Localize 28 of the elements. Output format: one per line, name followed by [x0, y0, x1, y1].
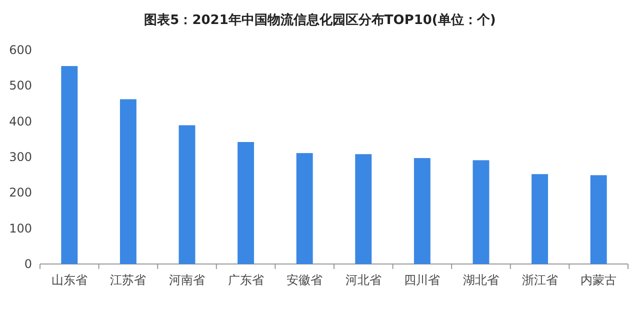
y-tick-label: 300 [9, 150, 32, 164]
x-tick-label: 四川省 [404, 273, 440, 287]
x-tick-label: 内蒙古 [580, 273, 617, 287]
bar [296, 153, 313, 264]
bar [178, 125, 196, 264]
bar [532, 174, 548, 264]
x-tick-label: 河北省 [345, 273, 382, 287]
x-tick-label: 湖北省 [463, 273, 499, 287]
y-tick-label: 500 [9, 78, 32, 93]
y-tick-label: 600 [9, 43, 32, 57]
bar [355, 154, 372, 264]
x-tick-label: 安徽省 [286, 273, 323, 287]
bar [590, 175, 607, 264]
x-tick-label: 河南省 [169, 273, 205, 287]
bar [414, 158, 430, 264]
x-tick-label: 广东省 [228, 273, 264, 287]
bar [120, 99, 136, 264]
y-tick-label: 200 [9, 186, 32, 200]
x-tick-label: 江苏省 [110, 273, 146, 287]
bar [472, 160, 490, 264]
y-tick-label: 100 [9, 221, 32, 236]
bar [61, 66, 78, 264]
x-tick-label: 山东省 [51, 273, 88, 287]
bar [238, 142, 254, 264]
y-tick-label: 0 [24, 257, 32, 271]
x-tick-label: 浙江省 [522, 273, 558, 287]
chart-title: 图表5：2021年中国物流信息化园区分布TOP10(单位：个) [144, 12, 496, 28]
y-tick-label: 400 [9, 114, 32, 128]
